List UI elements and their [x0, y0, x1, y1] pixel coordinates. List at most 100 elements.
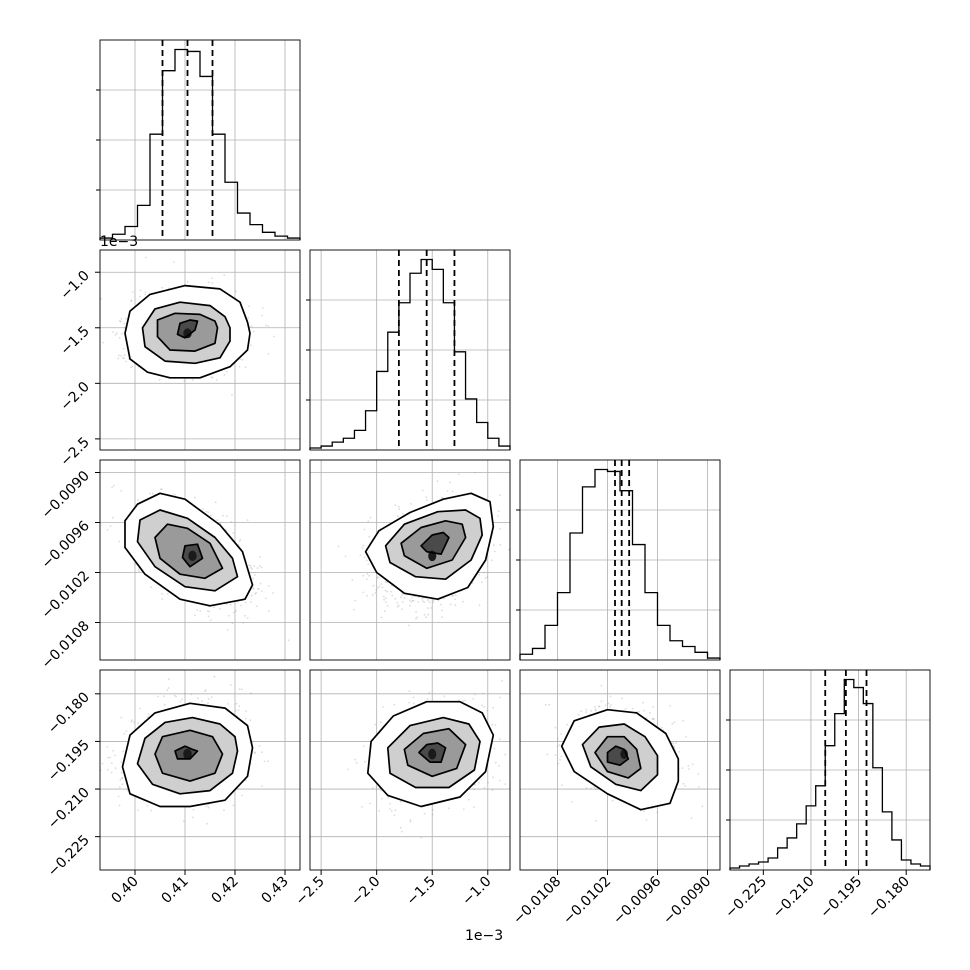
scatter-point	[247, 317, 250, 319]
contour-line	[136, 509, 239, 592]
contour-line	[154, 523, 224, 580]
scatter-point	[186, 281, 189, 283]
scatter-point	[251, 568, 253, 570]
scatter-point	[248, 564, 251, 566]
scatter-point	[366, 594, 368, 597]
scatter-point	[386, 604, 389, 607]
scatter-point	[411, 599, 414, 602]
scatter-point	[244, 366, 247, 368]
panel-content	[100, 460, 300, 660]
scatter-point	[410, 503, 412, 505]
scatter-point	[362, 574, 365, 577]
scatter-point	[122, 347, 125, 350]
scatter-point	[209, 619, 212, 622]
scatter-point	[199, 610, 202, 613]
scatter-point	[259, 582, 262, 585]
scatter-point	[265, 324, 267, 327]
histogram-p0	[99, 48, 301, 240]
scatter-point	[421, 489, 424, 492]
scatter-point	[449, 603, 452, 606]
scatter-point	[366, 573, 369, 575]
scatter-point	[230, 684, 232, 686]
scatter-point	[144, 291, 147, 294]
scatter-point	[374, 592, 377, 594]
scatter-point	[497, 515, 499, 517]
scatter-point	[146, 804, 149, 807]
scatter-point	[183, 379, 186, 382]
scatter-point	[223, 809, 225, 811]
scatter-point	[386, 590, 389, 593]
contour-line	[400, 519, 467, 570]
scatter-point	[118, 804, 121, 807]
scatter-point	[222, 514, 224, 517]
contour-line	[384, 509, 484, 581]
scatter-point	[397, 604, 400, 607]
scatter-point	[471, 582, 474, 584]
histogram-p3	[729, 678, 931, 870]
scatter-point	[174, 493, 176, 496]
scatter-point	[120, 489, 123, 492]
scatter-point	[123, 732, 126, 735]
scatter-point	[258, 565, 261, 567]
scatter-point	[223, 373, 226, 376]
scatter-point	[161, 598, 164, 601]
scatter-point	[175, 695, 178, 698]
scatter-point	[242, 622, 245, 624]
histogram-p2	[519, 468, 721, 660]
scatter-point	[120, 332, 123, 335]
scatter-point	[384, 597, 387, 599]
scatter-point	[131, 291, 134, 293]
scatter-point	[102, 341, 105, 344]
scatter-point	[214, 501, 217, 504]
scatter-point	[172, 261, 175, 263]
scatter-point	[382, 595, 385, 598]
scatter-point	[205, 805, 208, 808]
scatter-point	[344, 555, 347, 558]
histogram-p1	[309, 258, 511, 450]
scatter-point	[125, 360, 127, 363]
scatter-point	[428, 601, 431, 604]
scatter-point	[131, 365, 134, 368]
scatter-point	[440, 603, 442, 606]
scatter-point	[207, 806, 210, 809]
scatter-point	[149, 492, 152, 495]
scatter-point	[118, 337, 121, 339]
scatter-point	[190, 693, 193, 696]
scatter-point	[452, 595, 454, 597]
scatter-point	[421, 597, 424, 600]
scatter-point	[516, 542, 518, 544]
scatter-point	[267, 325, 270, 328]
scatter-point	[372, 584, 375, 587]
scatter-point	[441, 496, 444, 499]
contour-line	[156, 312, 219, 352]
scatter-point	[257, 588, 260, 590]
scatter-point	[209, 514, 212, 517]
scatter-point	[369, 516, 372, 519]
scatter-point	[440, 496, 443, 499]
scatter-point	[150, 586, 152, 589]
scatter-point	[232, 611, 235, 614]
scatter-point	[211, 376, 214, 379]
scatter-point	[218, 607, 221, 610]
scatter-point	[114, 333, 117, 336]
scatter-point	[494, 550, 496, 553]
scatter-point	[401, 608, 403, 611]
scatter-point	[402, 512, 404, 515]
scatter-point	[225, 371, 228, 373]
scatter-point	[181, 698, 184, 700]
scatter-point	[478, 604, 481, 607]
scatter-point	[250, 344, 252, 347]
scatter-point	[362, 591, 365, 594]
density-peak	[188, 550, 197, 562]
scatter-point	[192, 808, 195, 811]
scatter-point	[410, 600, 413, 603]
scatter-point	[448, 481, 451, 484]
scatter-point	[239, 538, 242, 541]
scatter-point	[161, 286, 164, 289]
scatter-point	[353, 608, 356, 611]
scatter-point	[361, 547, 364, 549]
panel-frame	[519, 459, 721, 661]
scatter-point	[163, 695, 165, 698]
scatter-point	[147, 713, 150, 716]
